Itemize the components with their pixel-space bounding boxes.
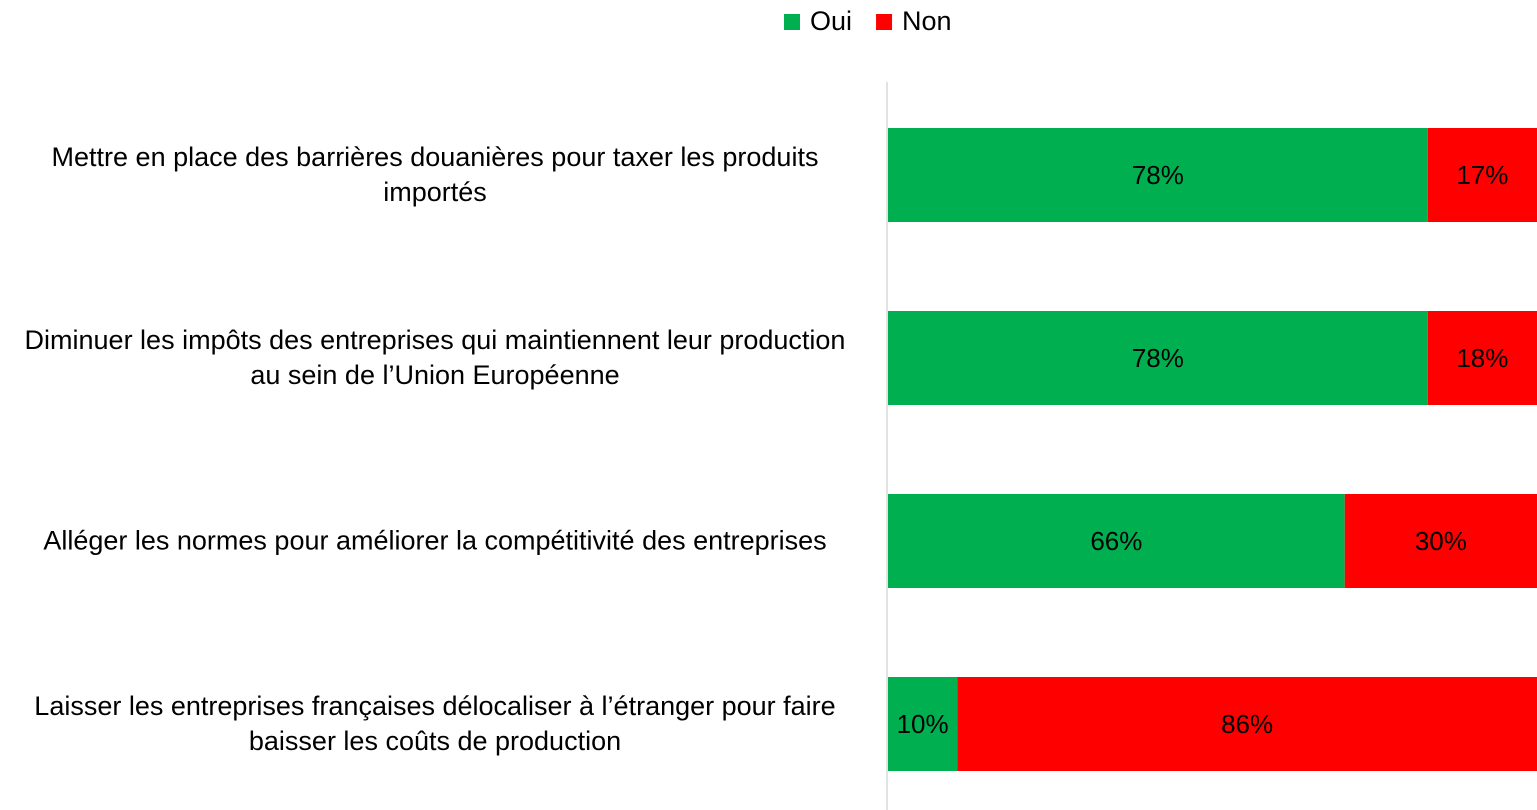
legend-swatch: [784, 14, 800, 30]
bar-segment: [888, 311, 1428, 405]
bar-segment: [888, 494, 1345, 588]
value-label: 78%: [1132, 343, 1184, 373]
legend-label: Oui: [810, 6, 852, 36]
bar-segment: [888, 677, 958, 771]
category-label: Alléger les normes pour améliorer la com…: [43, 525, 827, 556]
bar-segment: [957, 677, 1537, 771]
value-label: 10%: [897, 709, 949, 739]
category-label: Laisser les entreprises françaises déloc…: [34, 691, 836, 756]
value-label: 78%: [1132, 160, 1184, 190]
category-label: Mettre en place des barrières douanières…: [51, 142, 819, 207]
bar-segment: [1344, 494, 1537, 588]
bar-segment: [888, 128, 1428, 222]
value-label: 86%: [1221, 709, 1273, 739]
legend-swatch: [876, 14, 893, 30]
value-label: 66%: [1090, 526, 1142, 556]
legend-label: Non: [902, 6, 952, 36]
value-label: 17%: [1456, 160, 1508, 190]
category-label: Diminuer les impôts des entreprises qui …: [24, 325, 846, 390]
bar-segment: [1427, 128, 1537, 222]
bar-segment: [1427, 311, 1537, 405]
value-label: 30%: [1415, 526, 1467, 556]
value-label: 18%: [1456, 343, 1508, 373]
